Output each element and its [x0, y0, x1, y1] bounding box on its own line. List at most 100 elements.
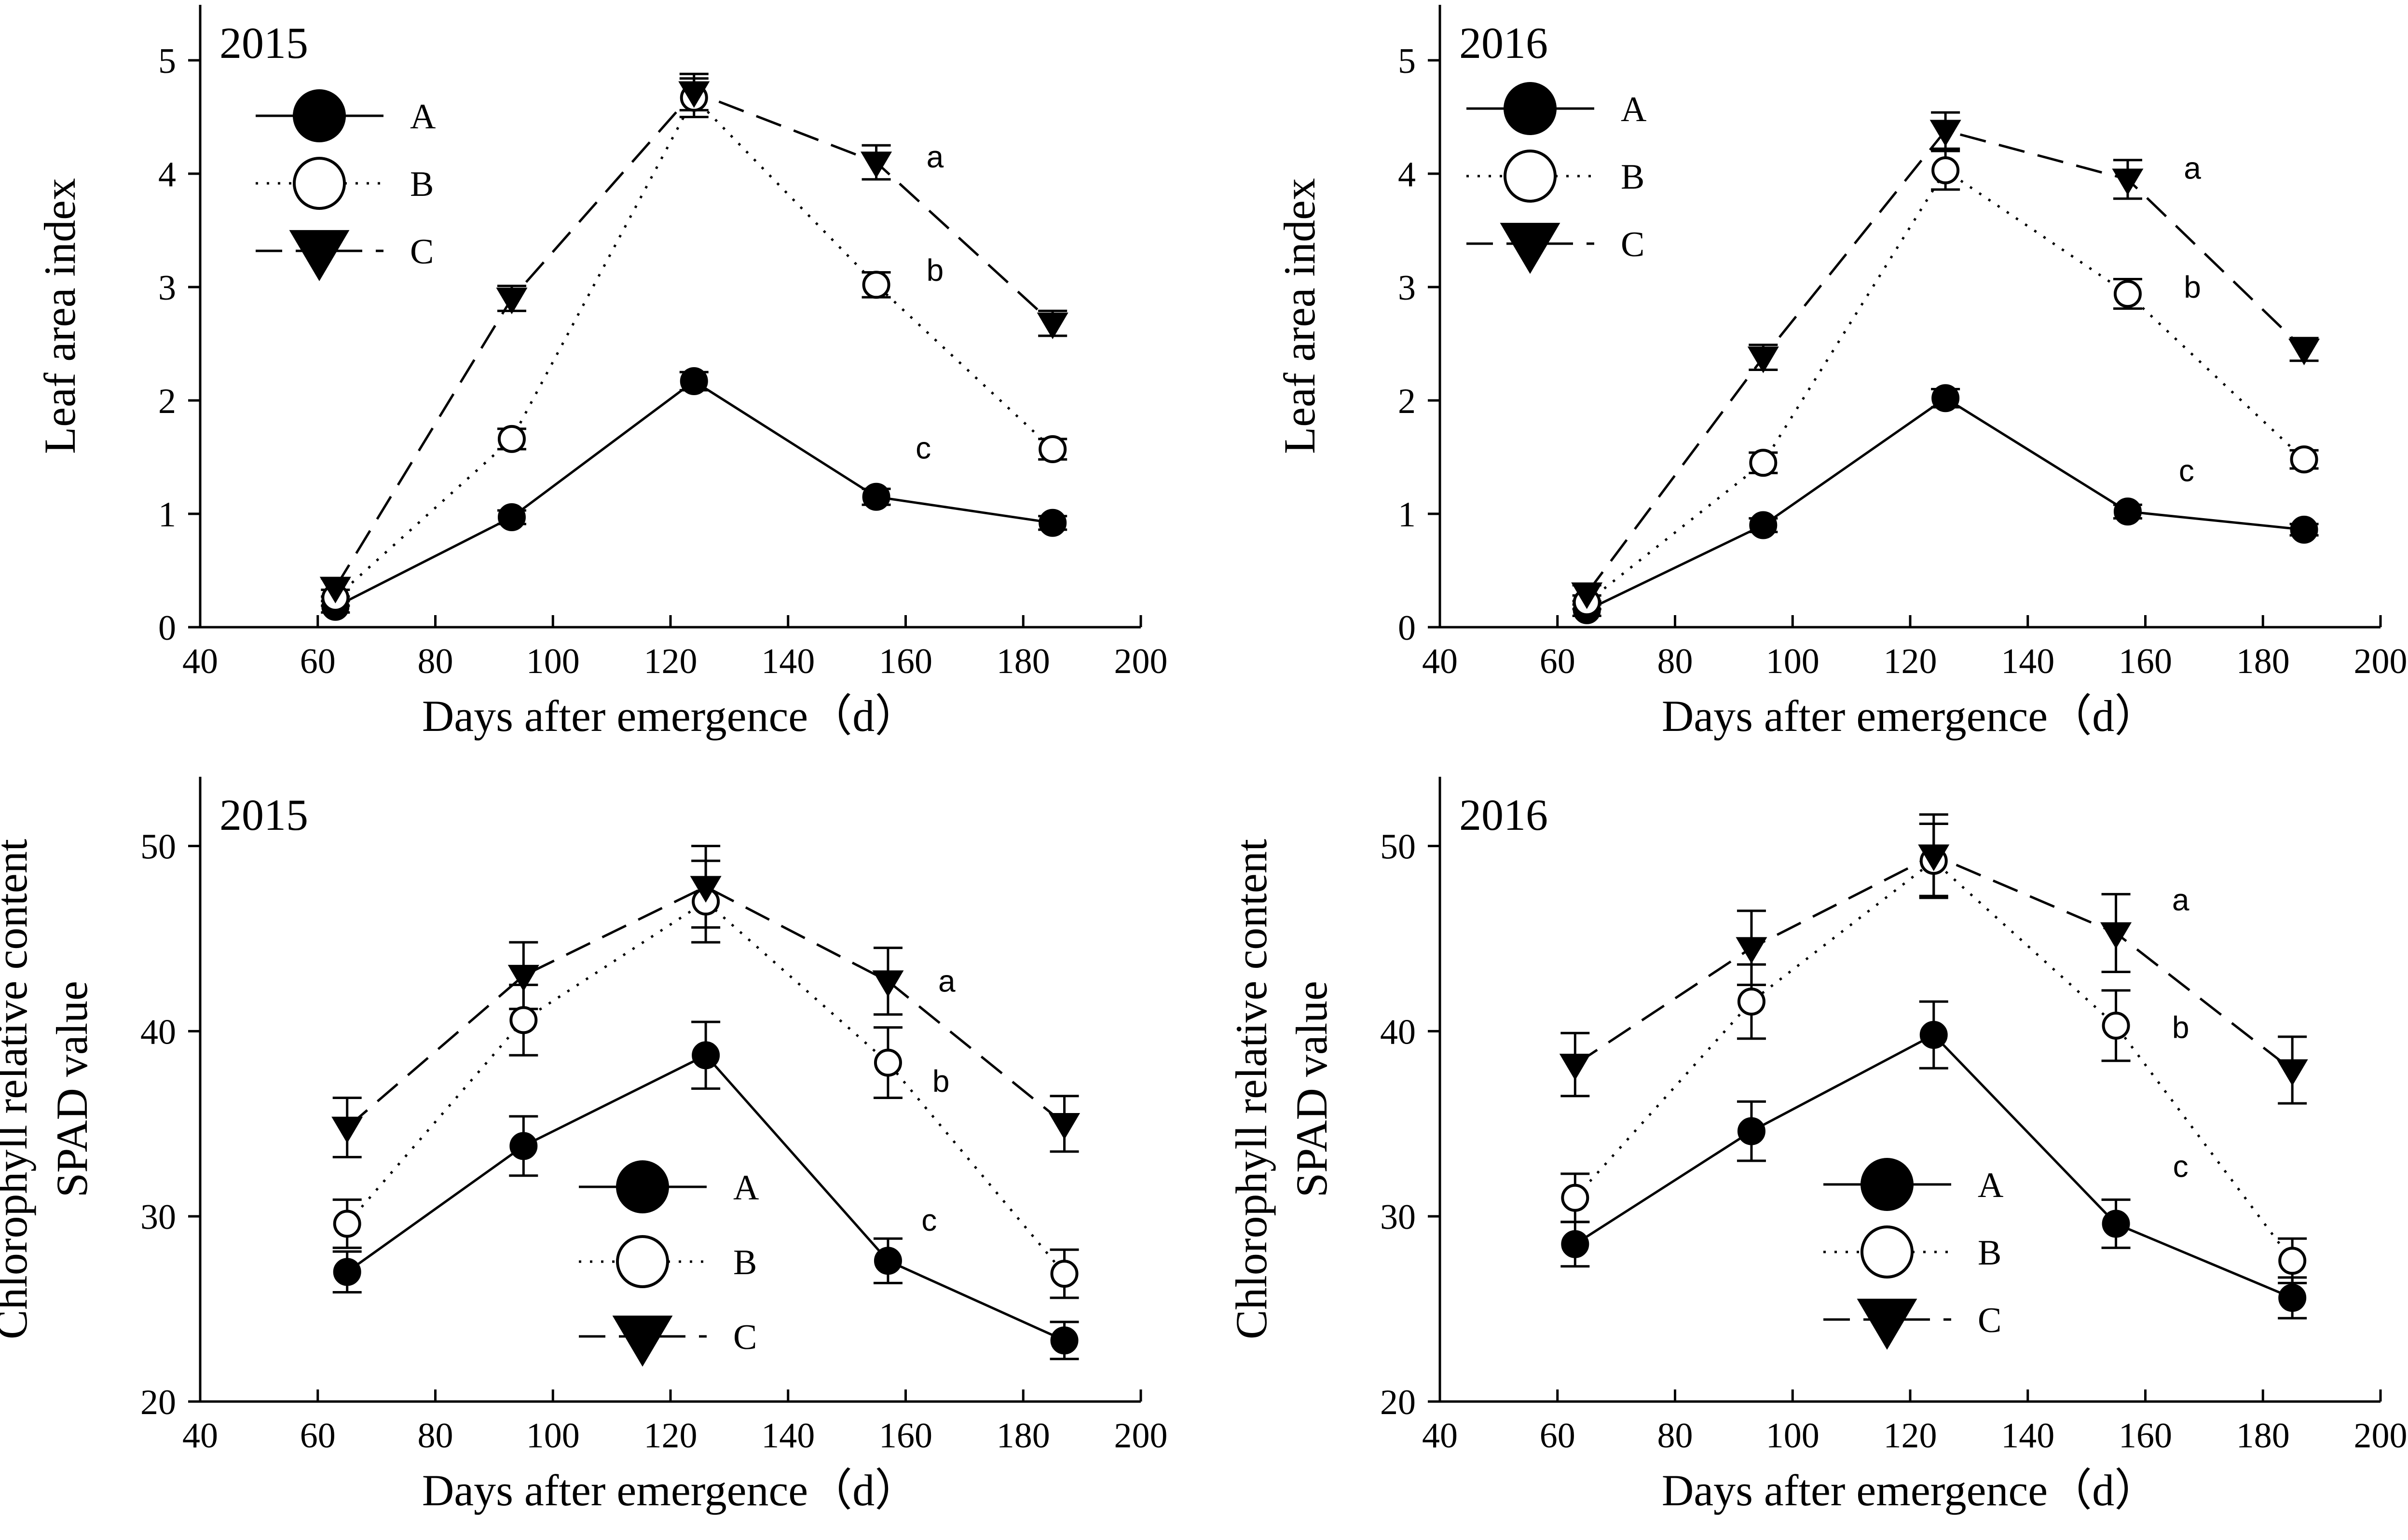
data-point-C: [496, 288, 528, 315]
data-point-C: [1559, 1054, 1591, 1081]
x-tick-label: 60: [1540, 1416, 1575, 1456]
data-point-C: [1929, 120, 1961, 147]
y-tick-label: 1: [1398, 495, 1416, 535]
legend-label-C: C: [733, 1318, 757, 1357]
x-tick-label: 140: [2001, 642, 2054, 681]
significance-letter: c: [2179, 454, 2194, 488]
y-tick-label: 1: [158, 495, 176, 535]
legend-marker-C: [1500, 222, 1560, 274]
data-point-B: [1737, 987, 1765, 1016]
legend-label-B: B: [733, 1243, 757, 1282]
data-point-C: [319, 577, 351, 604]
data-point-A: [874, 1247, 902, 1275]
y-axis-title: Leaf area index: [1275, 178, 1324, 454]
legend-label-B: B: [410, 165, 434, 204]
data-point-A: [1749, 511, 1778, 539]
legend-label-C: C: [410, 232, 434, 272]
significance-letter: b: [2172, 1010, 2189, 1045]
data-point-B: [1749, 449, 1778, 477]
x-tick-label: 60: [1540, 642, 1575, 681]
x-tick-label: 140: [761, 1416, 815, 1456]
series-line-B: [346, 900, 1066, 1275]
y-tick-label: 4: [158, 155, 176, 194]
panel-year-label: 2015: [219, 790, 308, 839]
y-tick-label: 30: [1380, 1197, 1416, 1237]
y-tick-label: 4: [1398, 155, 1416, 194]
data-point-B: [1561, 1183, 1589, 1212]
legend-marker-B: [1504, 150, 1557, 203]
y-axis-title: Chlorophyll relative content: [0, 839, 36, 1339]
x-tick-label: 80: [418, 642, 453, 681]
x-tick-label: 40: [1422, 642, 1458, 681]
x-axis-title: Days after emergence（d）: [422, 691, 919, 741]
y-tick-label: 40: [1380, 1012, 1416, 1052]
data-point-A: [692, 1041, 720, 1070]
y-axis-title: SPAD value: [47, 981, 96, 1197]
y-tick-label: 2: [1398, 382, 1416, 421]
y-tick-label: 50: [140, 827, 176, 867]
data-point-C: [507, 964, 539, 992]
data-point-C: [2112, 168, 2144, 195]
data-point-C: [1747, 346, 1779, 373]
y-tick-label: 30: [140, 1197, 176, 1237]
data-point-C: [872, 970, 904, 997]
data-point-B: [2278, 1247, 2307, 1275]
series-line-C: [1586, 129, 2305, 594]
y-tick-label: 5: [1398, 41, 1416, 81]
series-line-A: [346, 1054, 1065, 1342]
panel-year-label: 2016: [1459, 18, 1548, 68]
chart-panel-3: 40 60 80 100 120 140 160 180 200 20 30 40 50 Days aft…: [0, 777, 1168, 1515]
data-point-A: [1919, 1021, 1948, 1049]
data-point-A: [1931, 384, 1960, 412]
y-axis-title: Leaf area index: [35, 178, 84, 454]
data-point-A: [333, 1258, 361, 1286]
data-point-A: [509, 1132, 538, 1160]
significance-letter: c: [2173, 1149, 2189, 1184]
data-point-B: [874, 1048, 902, 1077]
data-point-A: [2290, 515, 2318, 544]
chart-panel-2: 40 60 80 100 120 140 160 180 200 0 1 2 3 4 5 Days after…: [1275, 5, 2408, 741]
x-tick-label: 140: [2001, 1416, 2054, 1456]
significance-letter: b: [927, 253, 944, 288]
y-tick-label: 20: [1380, 1383, 1416, 1422]
series-line-A: [335, 380, 1053, 608]
x-tick-label: 100: [526, 1416, 580, 1456]
data-point-A: [2113, 497, 2142, 526]
y-axis-title: SPAD value: [1287, 981, 1336, 1197]
significance-letter: a: [938, 964, 956, 999]
legend-marker-C: [612, 1315, 673, 1367]
x-tick-label: 80: [418, 1416, 453, 1456]
legend-marker-A: [616, 1160, 669, 1213]
legend-label-A: A: [1621, 90, 1646, 129]
significance-letter: c: [921, 1203, 937, 1238]
x-tick-label: 40: [1422, 1416, 1458, 1456]
x-tick-label: 200: [1114, 642, 1168, 681]
x-tick-label: 160: [2119, 642, 2172, 681]
y-tick-label: 3: [1398, 268, 1416, 308]
data-point-B: [2102, 1011, 2130, 1040]
legend-marker-B: [293, 157, 346, 210]
series-line-A: [1586, 397, 2304, 612]
data-point-A: [497, 503, 526, 532]
x-tick-label: 160: [879, 1416, 932, 1456]
data-point-C: [1571, 582, 1603, 609]
x-tick-label: 80: [1657, 642, 1693, 681]
y-tick-label: 50: [1380, 827, 1416, 867]
data-point-A: [1737, 1117, 1765, 1145]
data-point-C: [2276, 1059, 2308, 1086]
legend-label-A: A: [410, 97, 436, 137]
data-point-A: [862, 482, 890, 511]
x-tick-label: 180: [2236, 1416, 2290, 1456]
x-tick-label: 180: [2236, 642, 2290, 681]
panel-year-label: 2015: [219, 18, 308, 68]
series-line-B: [334, 96, 1054, 599]
y-tick-label: 3: [158, 268, 176, 308]
y-tick-label: 2: [158, 382, 176, 421]
data-point-B: [2113, 280, 2142, 308]
x-tick-label: 200: [1114, 1416, 1168, 1456]
legend-marker-C: [289, 230, 350, 281]
legend-label-A: A: [1978, 1166, 2003, 1205]
significance-letter: a: [2184, 151, 2201, 185]
data-point-B: [1931, 156, 1960, 184]
y-tick-label: 20: [140, 1383, 176, 1422]
